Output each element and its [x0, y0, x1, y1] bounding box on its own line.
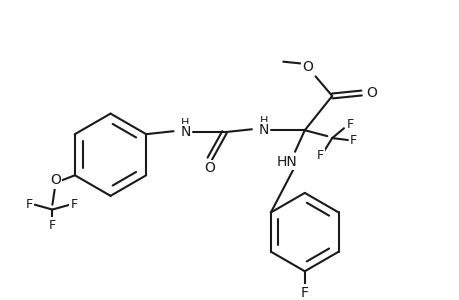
Text: H: H [259, 116, 267, 126]
Text: N: N [180, 125, 190, 139]
Text: O: O [50, 173, 61, 187]
Text: O: O [204, 161, 215, 176]
Text: N: N [258, 123, 268, 137]
Text: O: O [302, 60, 313, 74]
Text: F: F [25, 198, 33, 211]
Text: O: O [365, 86, 376, 100]
Text: F: F [316, 149, 323, 162]
Text: F: F [349, 134, 357, 146]
Text: F: F [300, 286, 308, 300]
Text: F: F [49, 219, 56, 232]
Text: F: F [346, 118, 353, 131]
Text: HN: HN [276, 154, 297, 169]
Text: H: H [181, 118, 189, 128]
Text: F: F [70, 198, 77, 211]
